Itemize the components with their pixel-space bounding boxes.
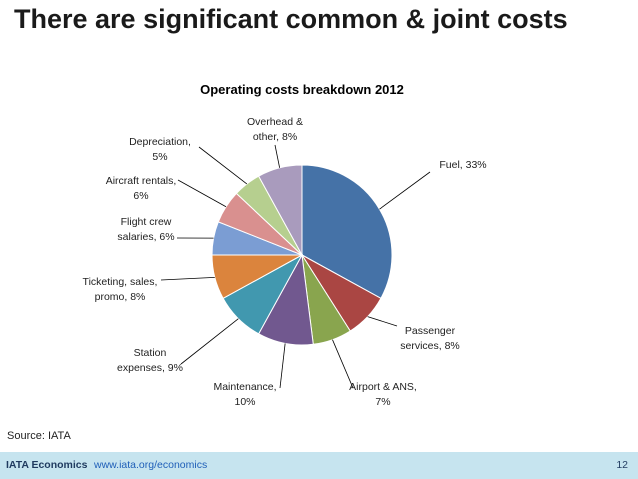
slice-label-line: Ticketing, sales, bbox=[83, 276, 158, 288]
slice-label-line: Maintenance, bbox=[213, 381, 276, 393]
pie-chart: Operating costs breakdown 2012 Fuel, 33%… bbox=[83, 82, 487, 408]
leader-line bbox=[332, 339, 354, 389]
slice-label: Maintenance, 10% bbox=[213, 381, 276, 408]
footer-link[interactable]: www.iata.org/economics bbox=[94, 459, 208, 471]
slice-label: Depreciation, 5% bbox=[129, 136, 191, 163]
slice-label: Station expenses, 9% bbox=[117, 347, 183, 374]
slice-label: Fuel, 33% bbox=[439, 159, 486, 171]
page-number: 12 bbox=[616, 459, 628, 471]
footer-org: IATA Economics bbox=[6, 459, 88, 471]
slice-label-line: Airport & ANS, bbox=[349, 381, 417, 393]
slice-label-line: Aircraft rentals, bbox=[106, 175, 177, 187]
slice-label-line: 7% bbox=[375, 396, 390, 408]
leader-line bbox=[367, 316, 398, 327]
leader-line bbox=[198, 146, 248, 185]
slice-label: Flight crew salaries, 6% bbox=[117, 216, 174, 243]
slice-label-line: Fuel, 33% bbox=[439, 159, 486, 171]
footer-bar: IATA Economics www.iata.org/economics 12 bbox=[0, 452, 638, 479]
slice-label: Airport & ANS, 7% bbox=[349, 381, 417, 408]
slice-label-line: other, 8% bbox=[253, 131, 297, 143]
slide-title: There are significant common & joint cos… bbox=[14, 4, 568, 34]
slice-label-line: 10% bbox=[234, 396, 255, 408]
slice-label-line: 6% bbox=[133, 190, 148, 202]
slice-label-line: promo, 8% bbox=[95, 291, 146, 303]
leader-line bbox=[279, 343, 286, 389]
slice-label: Passenger services, 8% bbox=[400, 325, 460, 352]
leader-line bbox=[177, 179, 227, 208]
slice-label-line: Overhead & bbox=[247, 116, 303, 128]
slice-label-line: 5% bbox=[152, 151, 167, 163]
slice-label-line: Depreciation, bbox=[129, 136, 191, 148]
slices-layer bbox=[211, 164, 393, 346]
leader-line bbox=[160, 276, 215, 281]
leader-line bbox=[379, 171, 431, 210]
labels-layer: Fuel, 33% Passenger services, 8% Airport & … bbox=[83, 116, 487, 408]
slice-label-line: Passenger bbox=[405, 325, 456, 337]
leader-line bbox=[180, 318, 239, 365]
leaders-layer bbox=[160, 144, 431, 389]
slice-label-line: services, 8% bbox=[400, 340, 460, 352]
slice-label: Ticketing, sales, promo, 8% bbox=[83, 276, 158, 303]
slice-label-line: expenses, 9% bbox=[117, 362, 183, 374]
slice-label-line: salaries, 6% bbox=[117, 231, 174, 243]
slice-label-line: Flight crew bbox=[121, 216, 172, 228]
source-note: Source: IATA bbox=[7, 430, 71, 442]
chart-title: Operating costs breakdown 2012 bbox=[200, 82, 404, 97]
slice-label: Overhead & other, 8% bbox=[247, 116, 303, 143]
slice-label: Aircraft rentals, 6% bbox=[106, 175, 177, 202]
slice-label-line: Station bbox=[134, 347, 167, 359]
leader-line bbox=[274, 144, 281, 168]
